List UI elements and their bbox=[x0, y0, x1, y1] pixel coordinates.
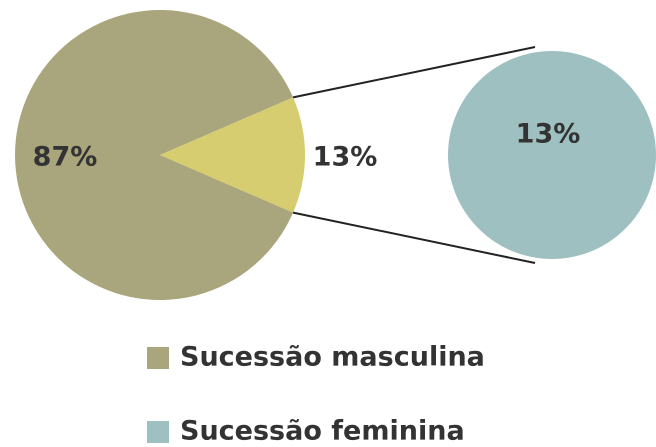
data-label: 13% bbox=[313, 142, 378, 173]
pie-slice bbox=[15, 9, 294, 300]
legend-swatch bbox=[147, 347, 169, 369]
connector-line bbox=[292, 46, 536, 99]
secondary-pie bbox=[448, 51, 656, 259]
pie-slice bbox=[160, 97, 305, 213]
data-label: 13% bbox=[516, 119, 581, 150]
connector-line bbox=[292, 211, 536, 264]
legend-label: Sucessão feminina bbox=[180, 416, 465, 447]
data-label: 87% bbox=[33, 142, 98, 173]
legend-label: Sucessão masculina bbox=[180, 342, 485, 373]
legend-swatch bbox=[147, 421, 169, 443]
